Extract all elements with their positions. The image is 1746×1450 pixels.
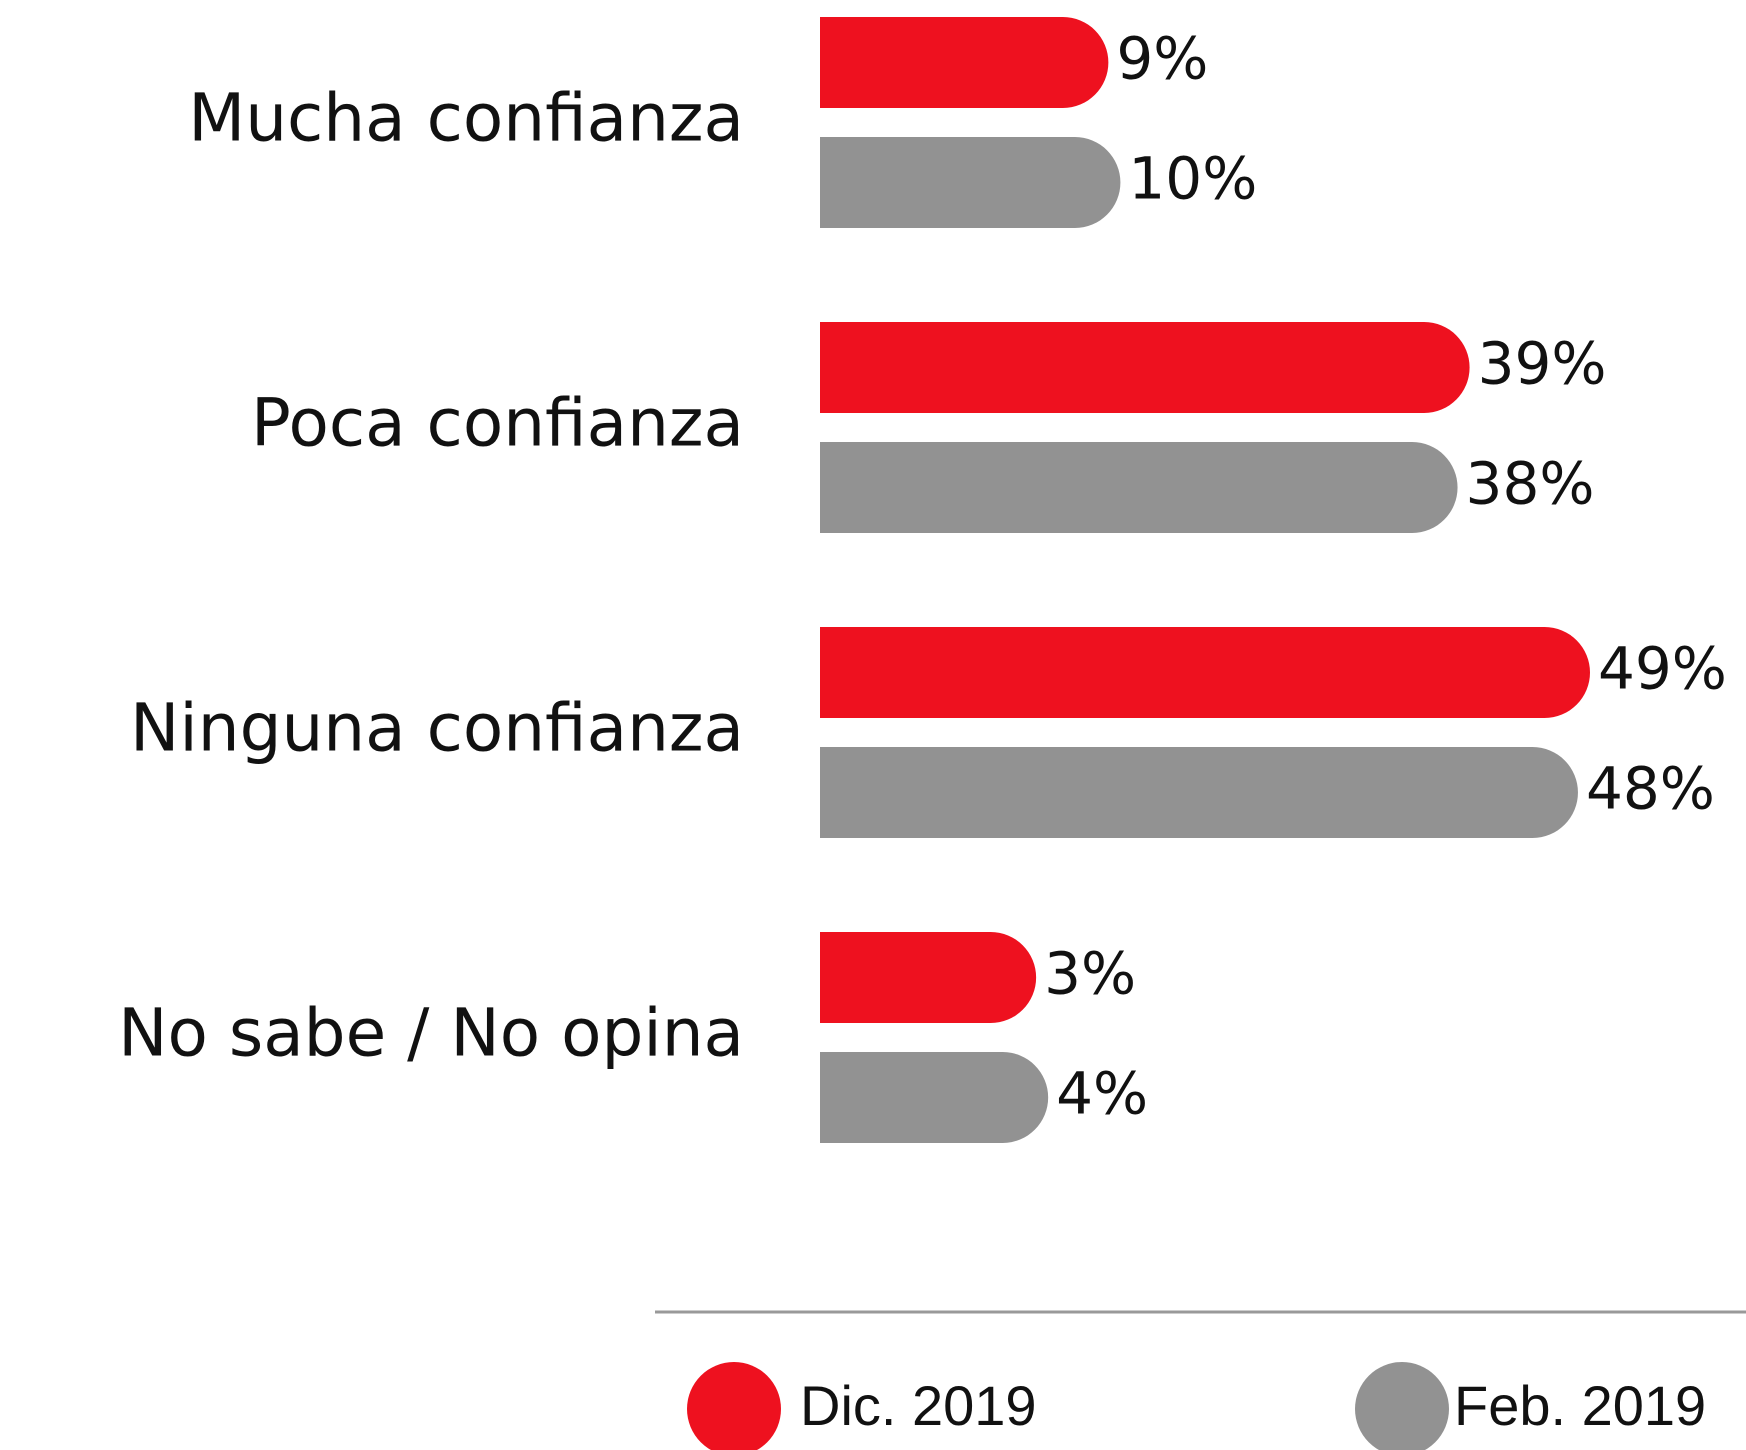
bar [820, 17, 1109, 109]
category-label: Poca confianza [251, 385, 744, 462]
value-label: 3% [1044, 940, 1136, 1008]
value-label: 48% [1586, 755, 1715, 823]
bar [820, 322, 1470, 413]
category-label: Ninguna confianza [130, 690, 744, 767]
value-label: 9% [1116, 25, 1208, 93]
legend-swatch [687, 1362, 781, 1450]
bar [820, 932, 1037, 1023]
bar [820, 137, 1121, 228]
value-label: 4% [1056, 1060, 1148, 1128]
legend-swatch [1355, 1362, 1449, 1450]
value-label: 39% [1478, 330, 1607, 398]
value-label: 10% [1128, 145, 1257, 213]
bar [820, 442, 1458, 533]
bar [820, 1052, 1049, 1143]
legend-label: Feb. 2019 [1454, 1374, 1706, 1437]
bar [820, 627, 1591, 718]
value-label: 49% [1598, 635, 1727, 703]
legend-label: Dic. 2019 [800, 1374, 1037, 1437]
value-label: 38% [1466, 450, 1595, 518]
bar [820, 747, 1578, 838]
category-label: Mucha confianza [188, 80, 744, 157]
category-label: No sabe / No opina [118, 995, 744, 1072]
